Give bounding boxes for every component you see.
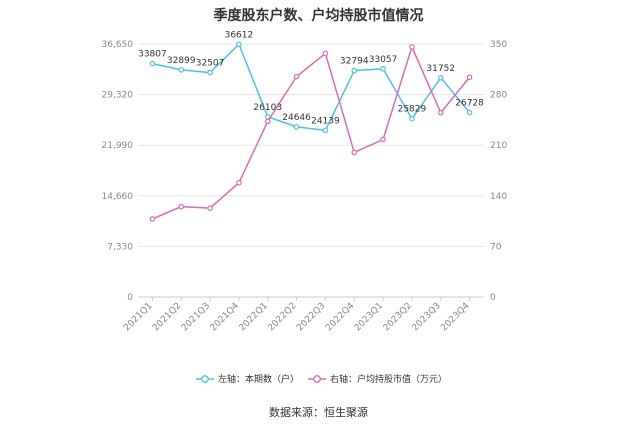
y-left-tick-label: 14,660 [102,192,134,202]
series-2-point [149,216,156,222]
data-label: 26103 [253,103,282,113]
series-2-point [409,44,415,50]
y-right-tick-label: 210 [490,141,507,151]
x-tick-label: 2022Q1 [238,301,270,333]
x-tick-label: 2022Q2 [266,301,298,333]
y-right-tick-label: 70 [490,242,502,252]
legend-label-2: 右轴：户均持股市值（万元） [330,373,447,385]
series-2-point [264,118,271,125]
x-tick-label: 2022Q4 [324,301,357,334]
data-label: 24139 [311,116,340,126]
y-right-tick-label: 280 [490,91,507,101]
series-1-point [437,75,444,81]
y-right-tick-label: 350 [490,40,507,50]
x-tick-label: 2023Q3 [411,301,443,333]
y-right-tick-label: 140 [490,192,507,202]
x-tick-label: 2023Q2 [382,301,414,333]
legend-label-1: 左轴：本期数（户） [218,373,299,385]
data-label: 24646 [282,113,311,123]
data-label: 33807 [138,50,167,60]
x-tick-label: 2023Q4 [439,301,472,334]
x-tick-label: 2021Q4 [209,301,242,334]
series-1-point [322,127,329,134]
y-left-tick-label: 36,650 [102,40,134,50]
y-left-tick-label: 7,330 [107,242,133,252]
data-label: 25829 [398,105,427,115]
series-2-point [207,205,213,211]
legend-marker-1 [201,375,209,383]
chart-title: 季度股东户数、户均持股市值情况 [213,8,424,24]
series-2-point [178,203,185,210]
series-1-point [293,124,300,130]
series-2-point [236,179,242,186]
y-left-tick-label: 29,320 [102,91,134,101]
x-tick-label: 2022Q3 [295,301,327,333]
series-2-point [466,74,473,81]
data-label: 36612 [225,30,254,40]
series-2-point [437,109,444,116]
x-tick-label: 2021Q2 [151,301,183,333]
series-1-point [236,41,242,48]
series-1-point [351,67,358,74]
series-2-point [351,149,358,156]
series-lines [149,41,473,222]
series-line-2 [152,44,471,220]
series-1-point [409,115,415,122]
series-1-point [380,66,386,72]
series-2-point [380,136,386,143]
x-tick-label: 2021Q1 [122,301,154,333]
y-left-tick-label: 21,990 [102,141,134,151]
series-2-point [293,73,300,80]
data-source: 数据来源：恒生聚源 [269,406,368,419]
series-2-point [322,50,329,57]
series-1-point [149,60,156,67]
x-tick-label: 2023Q1 [353,301,385,333]
series-1-point [466,109,473,116]
data-label: 32794 [340,57,369,67]
series-line-1 [152,42,471,132]
legend: 左轴：本期数（户） 右轴：户均持股市值（万元） [196,373,447,385]
grid-lines [138,43,484,298]
series-1-point [207,69,213,76]
data-label: 31752 [426,64,455,74]
data-label: 32507 [196,59,225,69]
data-label: 33057 [369,55,398,65]
data-label: 26728 [455,98,484,108]
y-left-tick-label: 0 [127,293,133,303]
legend-marker-2 [313,375,321,383]
data-label: 32899 [167,56,196,66]
series-1-point [178,67,185,73]
x-tick-label: 2021Q3 [180,301,212,333]
y-right-tick-label: 0 [490,293,496,303]
